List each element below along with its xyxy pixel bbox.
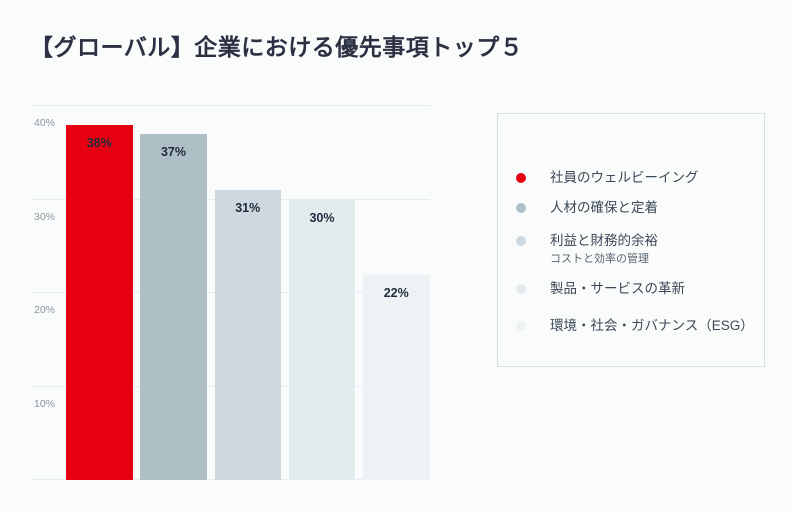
legend-item-5: 環境・社会・ガバナンス（ESG）: [516, 316, 764, 336]
chart-title: 【グローバル】企業における優先事項トップ５: [30, 34, 524, 60]
legend-item-3: 利益と財務的余裕 コストと効率の管理: [516, 231, 764, 267]
bar-4: 30%: [288, 199, 356, 480]
legend-texts: 製品・サービスの革新: [550, 279, 685, 299]
legend-label: 製品・サービスの革新: [550, 281, 685, 296]
legend-dot-icon: [516, 203, 526, 213]
y-axis-tick-label: 40%: [34, 117, 56, 130]
bar-1: 38%: [66, 125, 133, 480]
legend-item-2: 人材の確保と定着: [516, 198, 764, 218]
legend-sublabel: コストと効率の管理: [550, 253, 649, 265]
bar-5: 22%: [363, 274, 430, 480]
legend-label: 社員のウェルビーイング: [550, 170, 699, 185]
legend-texts: 利益と財務的余裕 コストと効率の管理: [550, 231, 658, 267]
y-axis-tick-label: 10%: [34, 397, 56, 410]
legend-dot-icon: [516, 284, 526, 294]
legend-label: 利益と財務的余裕: [550, 233, 658, 248]
y-axis-tick-label: 20%: [34, 304, 56, 317]
y-gridline: [32, 105, 430, 107]
legend-item-1: 社員のウェルビーイング: [516, 168, 764, 188]
bar-value-label: 22%: [383, 285, 409, 300]
legend-dot-icon: [516, 321, 526, 331]
y-axis-tick-label: 30%: [34, 210, 56, 223]
bar-2: 37%: [140, 134, 207, 480]
bar-value-label: 37%: [160, 145, 187, 160]
legend-texts: 人材の確保と定着: [550, 198, 658, 218]
bar-value-label: 38%: [86, 136, 112, 151]
bar-chart-plot-area: 40% 30% 20% 10% 38% 37% 31% 30% 22%: [32, 60, 430, 480]
legend-texts: 環境・社会・ガバナンス（ESG）: [550, 316, 754, 336]
legend-label: 人材の確保と定着: [550, 200, 658, 215]
legend-dot-icon: [516, 173, 526, 183]
chart-legend: 社員のウェルビーイング 人材の確保と定着 利益と財務的余裕 コストと効率の管理 製品・サ…: [497, 113, 765, 367]
legend-label: 環境・社会・ガバナンス（ESG）: [550, 318, 754, 333]
bar-value-label: 31%: [235, 201, 261, 216]
legend-texts: 社員のウェルビーイング: [550, 168, 699, 188]
legend-dot-icon: [516, 236, 526, 246]
bar-3: 31%: [214, 190, 281, 480]
legend-item-4: 製品・サービスの革新: [516, 279, 764, 299]
bar-value-label: 30%: [309, 210, 335, 225]
